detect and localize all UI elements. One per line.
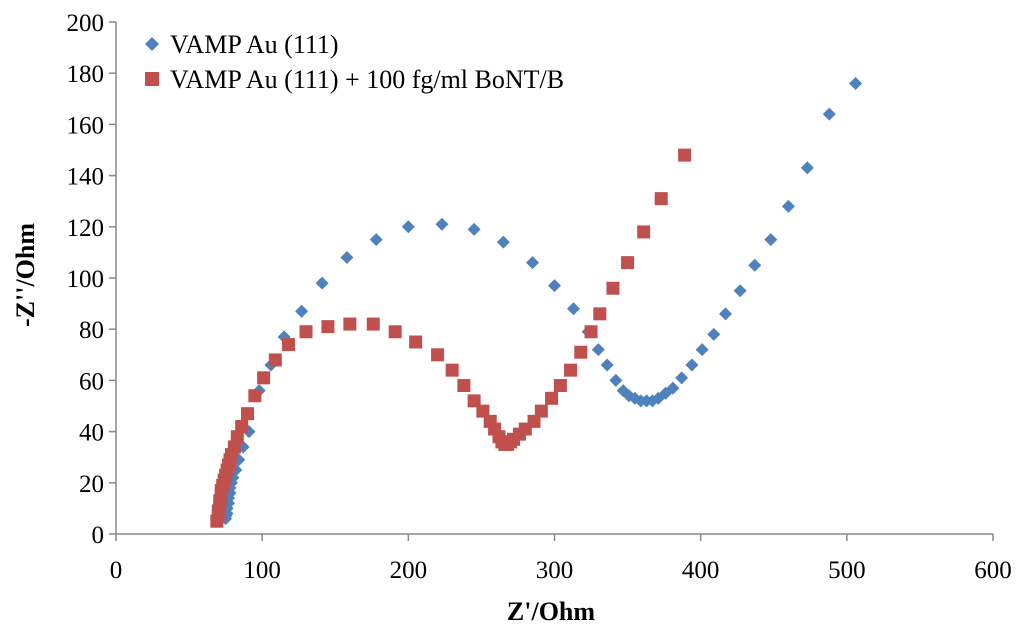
data-point — [496, 235, 510, 249]
data-point — [800, 161, 814, 175]
data-point — [678, 148, 692, 162]
data-point — [564, 363, 578, 377]
data-point — [637, 225, 651, 239]
legend-item-1: VAMP Au (111) — [145, 30, 339, 59]
y-tick-label: 120 — [67, 215, 105, 242]
data-point — [457, 379, 471, 393]
data-point — [591, 343, 605, 357]
data-point — [315, 276, 329, 290]
y-tick-label: 180 — [67, 61, 105, 88]
data-point — [695, 343, 709, 357]
data-point — [822, 107, 836, 121]
data-point — [257, 371, 271, 385]
y-tick-label: 80 — [79, 317, 104, 344]
data-point — [340, 251, 354, 265]
data-point — [781, 199, 795, 213]
data-point — [764, 233, 778, 247]
data-point — [321, 320, 335, 334]
data-point — [748, 258, 762, 272]
legend-marker — [145, 72, 159, 86]
x-tick-label: 0 — [110, 557, 123, 584]
x-tick-label: 200 — [390, 557, 428, 584]
x-tick-label: 400 — [682, 557, 720, 584]
data-point — [366, 317, 380, 331]
y-tick-label: 200 — [67, 10, 105, 37]
data-point — [227, 440, 241, 454]
data-point — [606, 281, 620, 295]
legend-item-2: VAMP Au (111) + 100 fg/ml BoNT/B — [145, 65, 564, 94]
data-point — [435, 217, 449, 231]
data-point — [574, 345, 588, 359]
data-point — [248, 389, 262, 403]
legend-label: VAMP Au (111) + 100 fg/ml BoNT/B — [170, 65, 564, 94]
data-point — [388, 325, 402, 339]
data-point — [609, 373, 623, 387]
axes: 0 20 40 60 80 100 120 140 160 180 200 0 100 200 300 400… — [67, 10, 1012, 584]
data-point — [527, 414, 541, 428]
data-point — [548, 279, 561, 293]
x-tick-label: 300 — [536, 557, 574, 584]
legend: VAMP Au (111) VAMP Au (111) + 100 fg/ml B… — [145, 30, 564, 94]
data-point — [719, 307, 733, 321]
data-series — [210, 76, 863, 528]
data-point — [666, 381, 680, 395]
data-point — [849, 76, 863, 90]
data-point — [369, 233, 383, 247]
data-point — [268, 353, 282, 367]
x-tick-label: 600 — [974, 557, 1012, 584]
data-point — [545, 391, 559, 405]
data-point — [567, 302, 581, 316]
data-point — [281, 338, 295, 352]
data-point — [621, 256, 635, 270]
data-point — [593, 307, 607, 321]
data-point — [600, 358, 614, 372]
data-point — [467, 222, 481, 236]
data-point — [584, 325, 598, 339]
data-point — [534, 404, 548, 418]
y-tick-label: 140 — [67, 164, 105, 191]
y-tick-label: 0 — [92, 522, 105, 549]
data-point — [654, 192, 668, 206]
legend-label: VAMP Au (111) — [170, 30, 339, 59]
data-point — [707, 327, 721, 341]
y-tick-label: 100 — [67, 266, 105, 293]
data-point — [295, 304, 309, 318]
data-point — [299, 325, 313, 339]
y-axis-title: -Z''/Ohm — [11, 223, 40, 327]
x-tick-label: 100 — [243, 557, 281, 584]
series-1 — [219, 76, 863, 526]
data-point — [235, 419, 249, 433]
data-point — [409, 335, 423, 349]
legend-marker — [145, 37, 159, 51]
x-tick-label: 500 — [828, 557, 866, 584]
y-tick-label: 160 — [67, 112, 105, 139]
data-point — [467, 394, 481, 408]
y-tick-label: 60 — [79, 368, 104, 395]
data-point — [476, 404, 490, 418]
data-point — [553, 379, 567, 393]
data-point — [241, 407, 255, 421]
data-point — [733, 284, 747, 298]
y-tick-label: 20 — [79, 471, 104, 498]
data-point — [230, 430, 244, 444]
data-point — [401, 220, 415, 234]
data-point — [343, 317, 357, 331]
y-tick-label: 40 — [79, 420, 104, 447]
x-axis-title: Z'/Ohm — [507, 597, 595, 626]
data-point — [445, 363, 459, 377]
data-point — [675, 371, 689, 385]
data-point — [685, 358, 699, 372]
data-point — [526, 256, 540, 270]
series-2 — [210, 148, 692, 528]
data-point — [431, 348, 445, 362]
